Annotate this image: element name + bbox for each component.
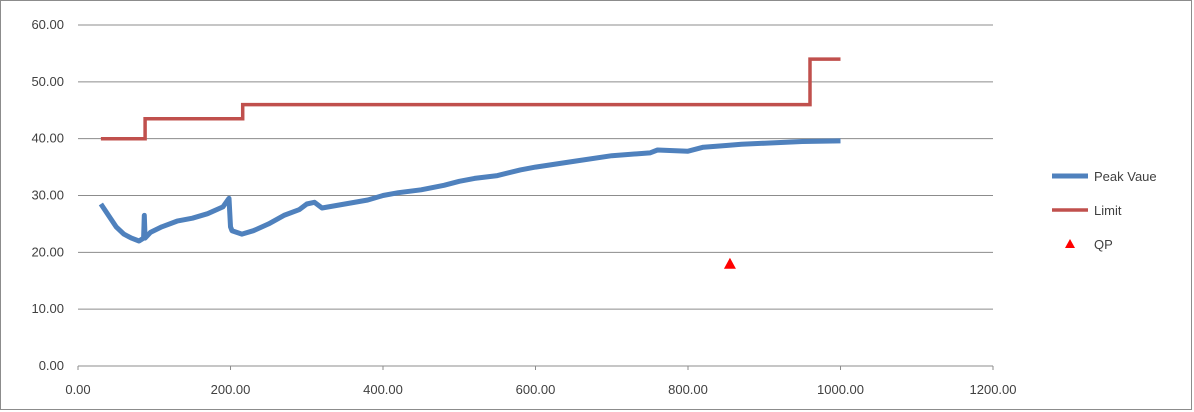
x-tick-label: 600.00 bbox=[516, 382, 556, 397]
y-tick-label: 40.00 bbox=[31, 131, 64, 146]
y-tick-label: 30.00 bbox=[31, 188, 64, 203]
y-tick-label: 60.00 bbox=[31, 17, 64, 32]
series bbox=[98, 57, 841, 269]
legend-qp-marker bbox=[1065, 239, 1075, 248]
peak-value-line bbox=[98, 138, 841, 244]
legend-label: QP bbox=[1094, 237, 1113, 252]
legend-label: Limit bbox=[1094, 203, 1122, 218]
legend: Peak Vaue Limit QP bbox=[1052, 169, 1157, 252]
x-tick-label: 400.00 bbox=[363, 382, 403, 397]
qp-point bbox=[723, 257, 736, 269]
legend-label: Peak Vaue bbox=[1094, 169, 1157, 184]
gridlines bbox=[78, 24, 993, 310]
y-tick-labels: 0.00 10.00 20.00 30.00 40.00 50.00 60.00 bbox=[31, 17, 64, 373]
x-tick-label: 200.00 bbox=[211, 382, 251, 397]
x-tick-label: 1200.00 bbox=[970, 382, 1017, 397]
x-tick-labels: 0.00 200.00 400.00 600.00 800.00 1000.00 1200.… bbox=[65, 366, 1017, 397]
x-tick-label: 1000.00 bbox=[817, 382, 864, 397]
y-tick-label: 0.00 bbox=[39, 358, 64, 373]
x-tick-label: 800.00 bbox=[668, 382, 708, 397]
y-tick-label: 50.00 bbox=[31, 74, 64, 89]
y-tick-label: 20.00 bbox=[31, 244, 64, 259]
x-tick-label: 0.00 bbox=[65, 382, 90, 397]
limit-line bbox=[100, 57, 841, 141]
y-tick-label: 10.00 bbox=[31, 301, 64, 316]
